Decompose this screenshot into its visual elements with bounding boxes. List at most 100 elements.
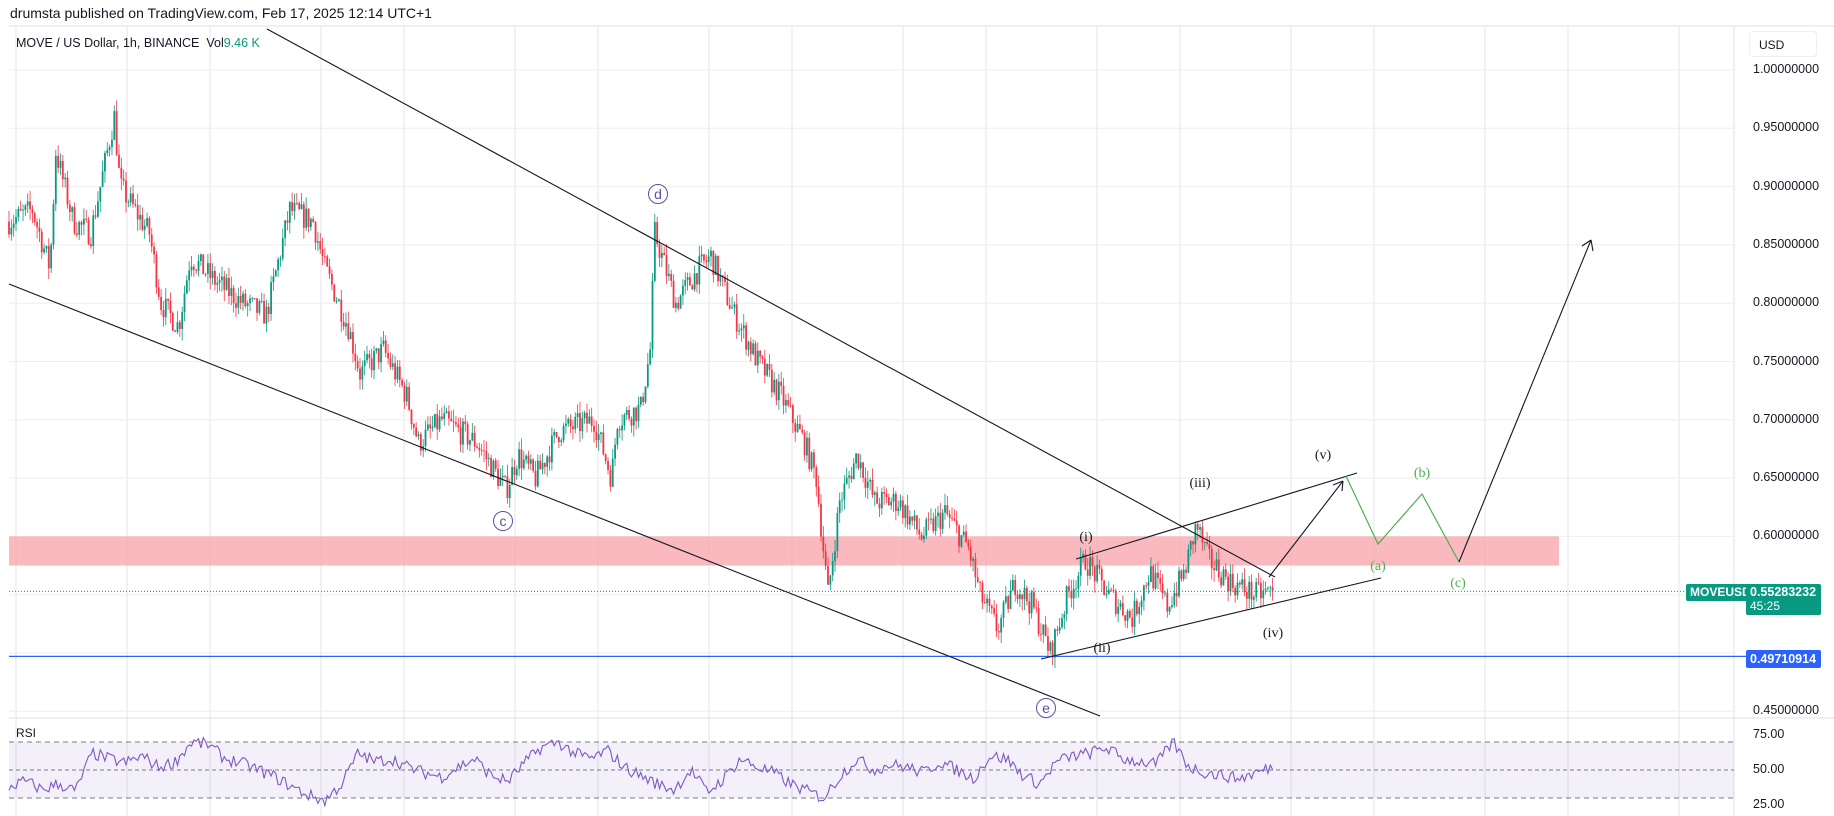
candle-down <box>815 467 818 487</box>
candle-up <box>71 207 74 212</box>
candle-down <box>209 263 212 279</box>
candle-down <box>534 470 537 487</box>
candle-down <box>253 298 256 299</box>
candle-down <box>745 325 747 350</box>
candle-down <box>326 256 329 267</box>
candle-up <box>777 381 780 401</box>
candle-down <box>1234 588 1237 596</box>
candle-up <box>869 479 872 482</box>
candle-down <box>57 155 60 168</box>
wave-label-b[interactable]: (b) <box>1413 466 1431 481</box>
candle-down <box>87 219 90 245</box>
candle-down <box>555 432 558 437</box>
wave-label-iii[interactable]: (iii) <box>1189 476 1211 491</box>
candle-down <box>593 425 595 432</box>
candle-up <box>15 216 17 224</box>
currency-button[interactable]: USD <box>1749 31 1817 57</box>
candle-down <box>995 613 998 632</box>
candle-up <box>719 275 722 282</box>
candle-up <box>1082 554 1084 558</box>
candle-down <box>572 426 574 430</box>
candle-up <box>756 350 759 366</box>
candle-down <box>319 241 322 250</box>
candle-up <box>1061 618 1063 628</box>
wave-label-ii[interactable]: (ii) <box>1093 641 1111 656</box>
candle-down <box>953 518 956 521</box>
candle-down <box>749 341 752 355</box>
candle-down <box>452 421 455 423</box>
candle-up <box>930 518 932 520</box>
candle-up <box>1089 557 1091 576</box>
last-price: 0.55283232 <box>1750 585 1817 599</box>
candle-down <box>607 460 609 470</box>
candle-up <box>1199 527 1201 530</box>
candle-up <box>52 203 55 245</box>
candle-up <box>1215 559 1218 571</box>
candle-up <box>438 416 441 430</box>
candle-up <box>1079 557 1082 576</box>
wedge-resistance-line <box>1075 472 1358 560</box>
wave-label-a[interactable]: (a) <box>1370 559 1386 574</box>
candle-down <box>951 517 953 519</box>
candle-down <box>1260 583 1262 599</box>
candle-up <box>293 202 296 212</box>
candle-up <box>1173 592 1176 606</box>
candle-up <box>541 463 544 470</box>
candle-up <box>469 440 471 445</box>
candle-up <box>1077 575 1080 589</box>
wave-label-c-green[interactable]: (c) <box>1450 576 1466 591</box>
candle-down <box>1035 607 1038 609</box>
candle-down <box>958 525 960 547</box>
candle-down <box>857 453 860 469</box>
wave-label-iv[interactable]: (iv) <box>1262 626 1284 641</box>
candle-down <box>558 436 560 442</box>
candle-down <box>312 218 315 223</box>
candle-down <box>302 204 305 228</box>
wave-label-d[interactable]: d <box>648 184 668 204</box>
candle-up <box>10 227 13 235</box>
candle-down <box>799 423 801 430</box>
candle-up <box>288 202 291 223</box>
candle-down <box>160 296 162 310</box>
candle-up <box>653 221 656 281</box>
candle-up <box>487 457 490 460</box>
candle-up <box>1264 588 1267 591</box>
candle-down <box>1100 568 1103 581</box>
wave-label-i[interactable]: (i) <box>1079 530 1093 545</box>
candle-down <box>370 358 373 371</box>
candle-down <box>885 493 888 498</box>
candle-down <box>724 276 726 283</box>
candle-up <box>405 386 408 402</box>
candle-down <box>136 205 139 220</box>
rsi-tick-label: 50.00 <box>1753 762 1785 776</box>
candle-up <box>246 303 249 307</box>
candle-down <box>480 450 483 451</box>
candle-down <box>1192 541 1194 545</box>
wave-label-e[interactable]: e <box>1036 698 1056 718</box>
candle-down <box>232 287 235 304</box>
candle-down <box>878 503 881 509</box>
candle-up <box>632 407 635 426</box>
wave-label-c[interactable]: c <box>493 511 513 531</box>
candle-down <box>115 111 118 155</box>
candle-up <box>1126 610 1129 621</box>
candle-up <box>218 280 221 283</box>
candle-up <box>143 225 146 230</box>
candle-up <box>766 363 769 376</box>
publish-info: drumsta published on TradingView.com, Fe… <box>10 5 432 21</box>
arrow-head-icon <box>1581 239 1594 252</box>
candle-down <box>195 269 198 271</box>
candle-up <box>50 244 53 269</box>
candle-down <box>656 221 659 244</box>
candle-up <box>686 277 689 281</box>
candle-down <box>61 160 64 180</box>
wave-label-v[interactable]: (v) <box>1314 448 1332 463</box>
candle-down <box>1014 580 1017 595</box>
candle-down <box>377 348 380 363</box>
candle-down <box>532 459 535 471</box>
price-tick-label: 0.70000000 <box>1753 411 1820 426</box>
candle-down <box>887 497 890 506</box>
candle-up <box>1255 582 1258 598</box>
candle-down <box>803 432 806 456</box>
